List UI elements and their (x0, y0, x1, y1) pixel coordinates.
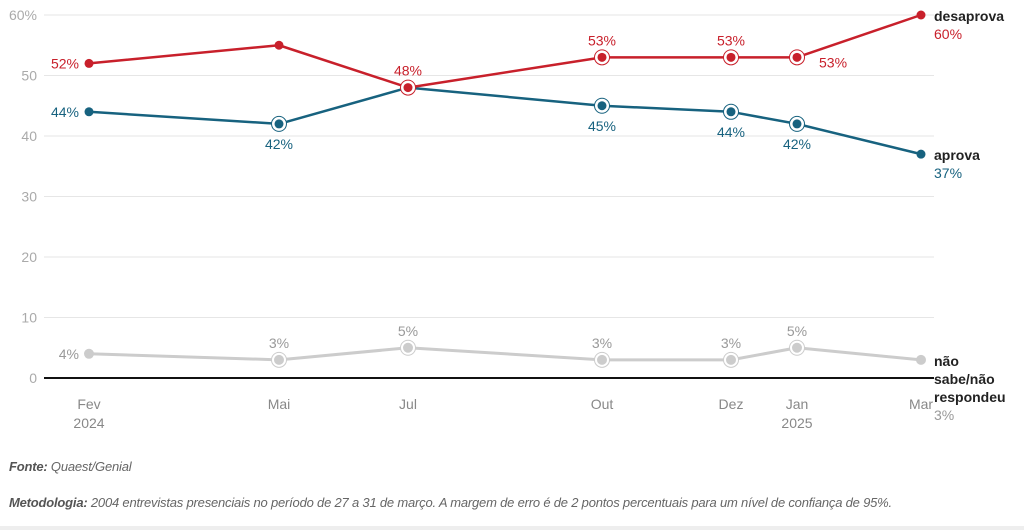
x-tick-label: Dez (719, 396, 744, 412)
series-desaprova: 52% 48% 53% 53% 53% desaprova 60% (51, 8, 1004, 96)
data-label: 37% (934, 165, 962, 181)
x-tick-label: Mai (268, 396, 291, 412)
data-point (403, 83, 413, 93)
source-note: Fonte: Quaest/Genial (9, 459, 132, 474)
data-point (916, 354, 926, 365)
x-tick-label: 2025 (781, 415, 812, 431)
data-label: 5% (398, 323, 418, 339)
series-group: 4% 3% 5% 3% 3% 5% não sabe/não respondeu 3% 44% 42%… (51, 8, 1006, 423)
data-point (916, 149, 926, 159)
data-label: 3% (269, 335, 289, 351)
data-point (726, 354, 736, 365)
bottom-bar (0, 526, 1024, 530)
data-label: 60% (934, 26, 962, 42)
y-tick-label: 40 (21, 128, 37, 144)
data-point (597, 52, 607, 62)
methodology-note: Metodologia: 2004 entrevistas presenciai… (9, 494, 1009, 511)
data-point (403, 342, 413, 353)
series-aprova: 44% 42% 45% 44% 42% aprova 37% (51, 83, 980, 181)
data-label: 3% (934, 407, 954, 423)
data-label: 3% (721, 335, 741, 351)
data-label: 3% (592, 335, 612, 351)
data-label: 53% (588, 32, 616, 48)
data-point (597, 101, 607, 111)
data-label: 48% (394, 63, 422, 79)
data-label: 42% (265, 136, 293, 152)
series-name-label: não (934, 353, 959, 369)
data-label: 4% (59, 346, 79, 362)
series-name-label: aprova (934, 147, 980, 163)
x-tick-label: Out (591, 396, 614, 412)
data-point (84, 107, 94, 117)
y-tick-label: 30 (21, 189, 37, 205)
data-label: 45% (588, 118, 616, 134)
y-tick-label: 20 (21, 249, 37, 265)
data-label: 53% (819, 54, 847, 70)
data-label: 44% (51, 104, 79, 120)
data-label: 5% (787, 323, 807, 339)
data-point (792, 342, 802, 353)
data-point (597, 354, 607, 365)
data-point (916, 10, 926, 20)
series-name-label: respondeu (934, 389, 1006, 405)
methodology-text: 2004 entrevistas presenciais no período … (87, 495, 892, 510)
y-axis-ticks: 0 10 20 30 40 50 60% (9, 7, 37, 386)
data-point (274, 119, 284, 129)
data-point (84, 348, 94, 359)
x-tick-label: Fev (77, 396, 100, 412)
data-point (792, 119, 802, 129)
x-tick-label: Mar (909, 396, 933, 412)
data-label: 52% (51, 55, 79, 71)
series-nao-sabe: 4% 3% 5% 3% 3% 5% não sabe/não respondeu 3% (59, 323, 1006, 423)
data-label: 53% (717, 32, 745, 48)
source-text: Quaest/Genial (47, 459, 132, 474)
methodology-label: Metodologia: (9, 495, 88, 510)
x-tick-label: Jul (399, 396, 417, 412)
data-point (792, 52, 802, 62)
x-tick-label: 2024 (73, 415, 104, 431)
source-label: Fonte: (9, 459, 48, 474)
y-tick-label: 0 (29, 370, 37, 386)
series-name-label: sabe/não (934, 371, 995, 387)
data-point (84, 58, 94, 68)
data-label: 42% (783, 136, 811, 152)
y-tick-label: 10 (21, 310, 37, 326)
x-tick-label: Jan (786, 396, 809, 412)
x-axis-ticks: Fev 2024 Mai Jul Out Dez Jan 2025 Mar (73, 396, 933, 431)
data-point (726, 107, 736, 117)
y-tick-label: 60% (9, 7, 37, 23)
data-point (274, 40, 284, 50)
data-point (726, 52, 736, 62)
data-point (274, 354, 284, 365)
series-name-label: desaprova (934, 8, 1004, 24)
data-label: 44% (717, 124, 745, 140)
y-tick-label: 50 (21, 68, 37, 84)
line-chart: 0 10 20 30 40 50 60% Fev 2024 Mai Jul Out Dez Jan 202… (9, 7, 1006, 431)
